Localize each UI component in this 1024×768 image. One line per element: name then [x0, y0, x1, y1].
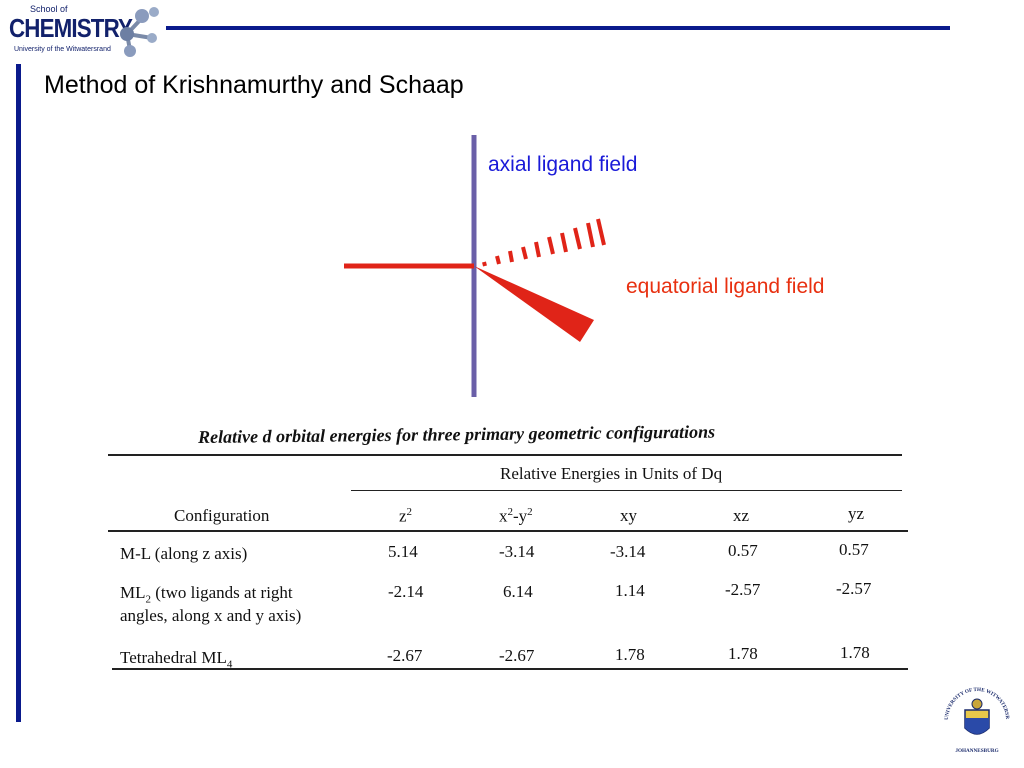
school-logo: School of CHEMISTRY University of the Wi… — [4, 4, 160, 60]
table-cell: -2.67 — [387, 646, 423, 665]
table-row-config-line2: angles, along x and y axis) — [120, 606, 302, 625]
table-row-config: Tetrahedral ML4 — [120, 648, 233, 671]
table-cell: -2.67 — [499, 646, 535, 665]
header-bottom-rule — [108, 530, 908, 532]
ligand-field-diagram — [344, 135, 606, 397]
hashed-wedge-bond — [482, 218, 606, 267]
table-top-rule — [108, 454, 902, 456]
seal-bottom-text: JOHANNESBURG — [955, 748, 998, 754]
group-header: Relative Energies in Units of Dq — [500, 464, 723, 483]
table-cell: 1.78 — [840, 643, 870, 662]
axial-ligand-field-label: axial ligand field — [488, 153, 638, 176]
group-header-rule — [351, 490, 902, 491]
table-caption: Relative d orbital energies for three pr… — [198, 421, 716, 447]
logo-chemistry-text: CHEMISTRY — [9, 13, 133, 43]
table-cell: 0.57 — [839, 540, 869, 559]
table-cell: 1.78 — [615, 645, 645, 664]
column-header-z2: z2 — [399, 506, 413, 526]
column-header-yz: yz — [848, 504, 865, 523]
solid-wedge-bond — [474, 266, 594, 342]
column-header-xz: xz — [733, 506, 750, 525]
table-cell: 1.14 — [615, 581, 645, 600]
orbital-energy-table: Relative d orbital energies for three pr… — [108, 421, 908, 674]
side-rule — [16, 64, 21, 722]
equatorial-ligand-field-label: equatorial ligand field — [626, 275, 825, 298]
table-cell: -3.14 — [499, 542, 535, 561]
table-cell: -2.14 — [388, 582, 424, 601]
table-cell: 0.57 — [728, 541, 758, 560]
table-cell: -2.57 — [836, 579, 872, 598]
slide-title: Method of Krishnamurthy and Schaap — [44, 71, 464, 99]
university-seal-icon: UNIVERSITY OF THE WITWATERSRAND JOHANNES… — [938, 680, 1010, 754]
header-rule — [166, 26, 950, 30]
column-header-x2-y2: x2-y2 — [499, 506, 533, 526]
table-bottom-rule — [112, 668, 908, 670]
molecule-icon — [120, 7, 159, 57]
table-row-config: M-L (along z axis) — [120, 544, 248, 563]
table-cell: 5.14 — [388, 542, 418, 561]
table-cell: -2.57 — [725, 580, 761, 599]
configuration-header: Configuration — [174, 506, 270, 525]
table-cell: -3.14 — [610, 542, 646, 561]
table-cell: 6.14 — [503, 582, 533, 601]
column-header-xy: xy — [620, 506, 637, 525]
logo-university-text: University of the Witwatersrand — [14, 46, 111, 53]
logo-school-text: School of — [30, 4, 68, 14]
table-cell: 1.78 — [728, 644, 758, 663]
table-row-config: ML2 (two ligands at right — [120, 583, 293, 606]
